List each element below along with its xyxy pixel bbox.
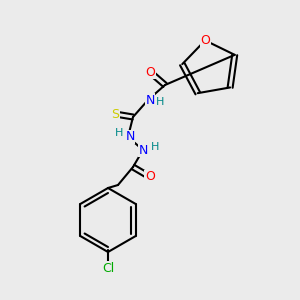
Text: H: H [151, 142, 159, 152]
Text: S: S [111, 107, 119, 121]
Text: H: H [115, 128, 123, 138]
Text: Cl: Cl [102, 262, 114, 275]
Text: O: O [145, 65, 155, 79]
Text: H: H [156, 97, 164, 107]
Text: N: N [125, 130, 135, 143]
Text: N: N [145, 94, 155, 106]
Text: N: N [138, 143, 148, 157]
Text: O: O [145, 170, 155, 184]
Text: O: O [200, 34, 210, 47]
